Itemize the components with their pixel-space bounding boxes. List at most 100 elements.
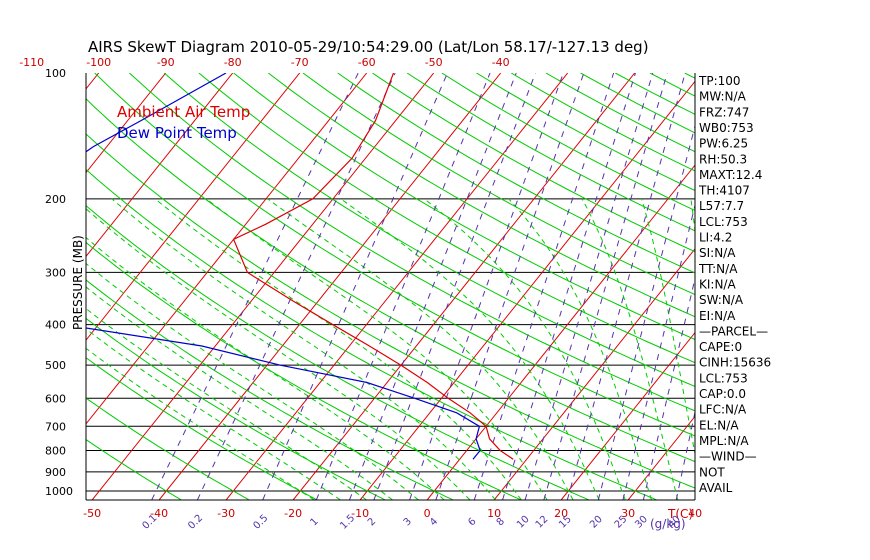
temp-tick-label: -50	[83, 507, 101, 520]
temp-top-tick-label: -70	[291, 56, 309, 69]
mixing-ratio-tick-label: 20	[588, 514, 605, 531]
mixing-ratio-tick-label: 12	[534, 514, 551, 531]
dry-adiabat-line	[337, 73, 695, 274]
pressure-tick-label: 700	[45, 420, 66, 433]
index-label: LI:4.2	[699, 231, 732, 245]
index-label: MW:N/A	[699, 90, 747, 104]
index-label: NOT	[699, 465, 725, 479]
dry-adiabat-line	[372, 73, 695, 253]
index-label: WB0:753	[699, 121, 754, 135]
temp-axis-unit: T(C)	[667, 507, 693, 521]
temp-top-tick-label: -60	[358, 56, 376, 69]
isotherm-line	[0, 73, 32, 500]
chart-title: AIRS SkewT Diagram 2010-05-29/10:54:29.0…	[88, 38, 649, 56]
dry-adiabat-line	[302, 73, 695, 296]
dry-adiabat-line	[649, 73, 695, 97]
mixing-ratio-tick-label: 6	[466, 516, 478, 528]
index-label: L57:7.7	[699, 199, 744, 213]
mixing-ratio-tick-label: 2	[366, 516, 378, 528]
moist-adiabat-line	[86, 208, 471, 500]
dry-adiabat-line	[86, 279, 454, 500]
plot-series	[86, 73, 514, 460]
index-label: MPL:N/A	[699, 434, 749, 448]
index-label: RH:50.3	[699, 152, 747, 166]
isotherm-line	[493, 248, 695, 500]
temp-top-tick-label: -90	[157, 56, 175, 69]
pressure-tick-label: 200	[45, 193, 66, 206]
moist-adiabat-line	[641, 198, 695, 457]
moist-adiabat-line	[86, 262, 419, 500]
temp-top-tick-label: -40	[492, 56, 510, 69]
moist-adiabat-line	[86, 328, 341, 500]
mixing-ratio-line	[315, 73, 491, 500]
temp-tick-label: 20	[554, 507, 568, 520]
dry-adiabat-line	[86, 317, 386, 500]
moist-adiabat-line	[508, 198, 652, 500]
mixing-ratio-tick-label: 30	[633, 514, 650, 531]
index-label: LCL:753	[699, 215, 748, 229]
temp-tick-label: 30	[621, 507, 635, 520]
dew-point-temp-line	[86, 73, 481, 460]
mixing-ratio-line	[502, 73, 636, 500]
mixing-ratio-line	[435, 73, 585, 500]
moist-adiabat-line	[205, 198, 548, 500]
temp-tick-label: 40	[688, 507, 702, 520]
temp-top-tick-label: -110	[19, 56, 44, 69]
moist-adiabat-line	[154, 198, 522, 500]
temp-tick-label: -20	[284, 507, 302, 520]
temp-tick-label: -10	[351, 507, 369, 520]
dry-adiabat-line	[267, 73, 695, 318]
mixing-ratio-tick-label: 3	[402, 516, 414, 528]
pressure-tick-label: 800	[45, 444, 66, 457]
index-label: SI:N/A	[699, 246, 736, 260]
mixing-ratio-tick-label: 8	[495, 516, 507, 528]
dry-adiabat-line	[86, 241, 522, 500]
index-label: SW:N/A	[699, 293, 744, 307]
mixing-ratio-tick-label: 10	[515, 514, 532, 531]
mixing-ratio-line	[409, 73, 564, 500]
moist-adiabat-line	[86, 347, 315, 500]
dry-adiabat-line	[94, 73, 695, 437]
temp-top-tick-label: -50	[425, 56, 443, 69]
index-label: —WIND—	[699, 450, 757, 464]
mixing-ratio-line	[524, 73, 654, 500]
mixing-ratio-tick-label: 1	[308, 516, 320, 528]
dry-adiabat-line	[86, 98, 695, 463]
index-label: EL:N/A	[699, 418, 739, 432]
index-label: FRZ:747	[699, 105, 749, 119]
index-label: TT:N/A	[698, 262, 738, 276]
moist-adiabat-line	[267, 198, 574, 500]
pressure-tick-label: 500	[45, 359, 66, 372]
temp-tick-label: 10	[487, 507, 501, 520]
mixing-ratio-line	[349, 73, 517, 500]
dry-adiabat-line	[129, 73, 695, 412]
dry-adiabat-line	[86, 397, 250, 500]
y-axis-label: PRESSURE (MB)	[71, 235, 85, 330]
isotherm-line	[762, 73, 870, 500]
dry-adiabat-line	[441, 73, 695, 212]
mixing-ratio-line	[373, 73, 536, 500]
isotherm-line	[86, 73, 234, 258]
index-label: EI:N/A	[699, 309, 736, 323]
dry-adiabat-line	[233, 73, 695, 341]
index-label: MAXT:12.4	[699, 168, 762, 182]
dry-adiabat-line	[86, 168, 657, 500]
index-label: CAP:0.0	[699, 387, 746, 401]
pressure-tick-label: 600	[45, 392, 66, 405]
moist-adiabat-line	[340, 198, 600, 500]
mixing-ratio-line	[566, 73, 686, 500]
pressure-tick-label: 100	[45, 67, 66, 80]
pressure-tick-label: 400	[45, 319, 66, 332]
moist-adiabat-line	[86, 286, 393, 500]
isotherm-line	[86, 73, 368, 425]
mixing-ratio-line	[262, 73, 448, 500]
mixing-ratio-line	[675, 409, 695, 500]
mixing-ratio-line	[543, 73, 668, 500]
isotherm-line	[225, 73, 569, 500]
index-label: TH:4107	[698, 184, 750, 198]
dry-adiabat-line	[86, 133, 695, 489]
dry-adiabat-line	[198, 73, 695, 364]
isotherm-line	[91, 73, 435, 500]
